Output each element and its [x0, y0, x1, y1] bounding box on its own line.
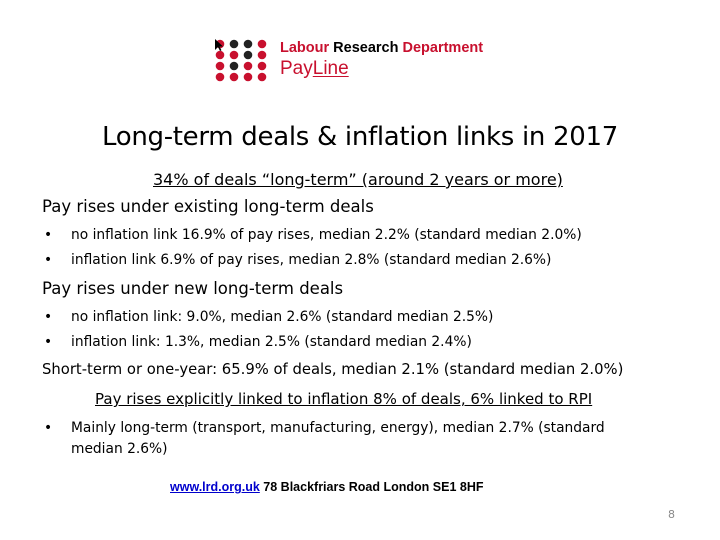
- section-heading-new-deals: Pay rises under new long-term deals: [42, 279, 344, 298]
- footer-address: 78 Blackfriars Road London SE1 8HF: [259, 480, 484, 494]
- logo-org-part3: Department: [398, 40, 484, 56]
- bullet-marker: •: [44, 309, 53, 325]
- dot-grid-icon: [215, 39, 267, 82]
- bullet-existing-no-link: no inflation link 16.9% of pay rises, me…: [71, 227, 582, 243]
- mouse-cursor-icon: [215, 39, 223, 51]
- bullet-marker: •: [44, 252, 53, 268]
- footer: www.lrd.org.uk 78 Blackfriars Road Londo…: [170, 480, 484, 494]
- logo-org-name: Labour Research Department: [280, 40, 483, 56]
- bullet-marker: •: [44, 334, 53, 350]
- logo-dot: [257, 72, 267, 82]
- slide-subtitle: 34% of deals “long-term” (around 2 years…: [153, 170, 563, 189]
- bullet-new-no-link: no inflation link: 9.0%, median 2.6% (st…: [71, 309, 494, 325]
- bullet-marker: •: [44, 420, 53, 436]
- logo-dot: [215, 72, 225, 82]
- logo-dot: [257, 61, 267, 71]
- logo-org-part2: Research: [333, 40, 399, 56]
- logo-product-prefix: Pay: [280, 58, 313, 79]
- lrd-logo: Labour Research Department PayLine: [214, 38, 524, 84]
- logo-dot: [229, 50, 239, 60]
- logo-dot: [215, 50, 225, 60]
- logo-dot: [229, 72, 239, 82]
- logo-org-part1: Labour: [280, 40, 334, 56]
- slide-title: Long-term deals & inflation links in 201…: [101, 122, 619, 152]
- bullet-marker: •: [44, 227, 53, 243]
- website-link[interactable]: www.lrd.org.uk: [170, 480, 260, 494]
- bullet-existing-with-link: inflation link 6.9% of pay rises, median…: [71, 252, 552, 268]
- logo-dot: [229, 39, 239, 49]
- logo-dot: [243, 72, 253, 82]
- logo-dot: [257, 39, 267, 49]
- logo-dot: [243, 50, 253, 60]
- logo-product-suffix: Line: [312, 58, 349, 79]
- logo-product-name: PayLine: [280, 58, 349, 80]
- bullet-new-with-link: inflation link: 1.3%, median 2.5% (stand…: [71, 334, 472, 350]
- short-term-summary: Short-term or one-year: 65.9% of deals, …: [42, 361, 624, 378]
- inflation-linked-heading: Pay rises explicitly linked to inflation…: [95, 390, 593, 408]
- section-heading-existing-deals: Pay rises under existing long-term deals: [42, 197, 374, 216]
- logo-dot: [229, 61, 239, 71]
- logo-dot: [257, 50, 267, 60]
- logo-dot: [243, 39, 253, 49]
- bullet-linked-line1: Mainly long-term (transport, manufacturi…: [71, 420, 605, 436]
- bullet-linked-line2: median 2.6%): [71, 441, 168, 457]
- logo-dot: [215, 61, 225, 71]
- logo-dot: [243, 61, 253, 71]
- page-number: 8: [668, 508, 675, 521]
